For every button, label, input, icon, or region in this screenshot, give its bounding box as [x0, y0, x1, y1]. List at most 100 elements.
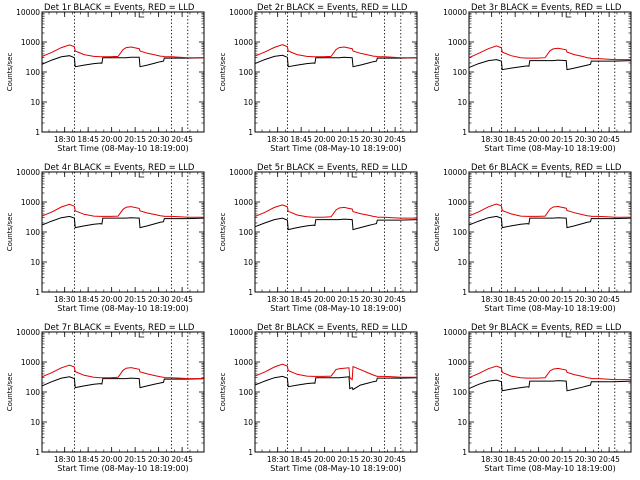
y-tick-label: 10 — [457, 418, 467, 427]
x-tick-label: 20:45 — [598, 135, 620, 144]
x-tick-label: 20:00 — [101, 455, 123, 464]
detector-panel-9: Det 9r BLACK = Events, RED = LLD 1 10 100 10… — [433, 323, 632, 473]
panel-title: Det 9r BLACK = Events, RED = LLD — [471, 323, 622, 333]
y-tick-label: 10 — [243, 418, 253, 427]
x-tick-label: 20:15 — [124, 295, 146, 304]
plot-frame — [254, 331, 418, 453]
x-tick-label: 20:15 — [337, 135, 359, 144]
y-tick-label: 100 — [26, 68, 41, 77]
y-axis-label: Counts/sec — [219, 213, 227, 252]
x-axis-label: Start Time (08-May-10 18:19:00) — [270, 144, 401, 153]
y-tick-label: 10 — [243, 98, 253, 107]
x-tick-label: 20:30 — [361, 135, 383, 144]
x-tick-label: 18:30 — [481, 295, 503, 304]
plot-frame — [468, 331, 632, 453]
x-tick-label: 20:15 — [337, 455, 359, 464]
y-tick-label: 1000 — [21, 38, 40, 47]
x-axis-label: Start Time (08-May-10 18:19:00) — [484, 464, 615, 473]
y-tick-label: 10000 — [443, 168, 467, 177]
events-series-line — [468, 59, 632, 71]
x-tick-label: 18:45 — [504, 135, 526, 144]
detector-panel-1: Det 1r BLACK = Events, RED = LLD 1 10 100 10… — [6, 3, 205, 153]
plot-frame — [254, 11, 418, 133]
x-axis-label: Start Time (08-May-10 18:19:00) — [57, 144, 188, 153]
x-tick-label: 20:45 — [598, 295, 620, 304]
x-tick-label: 20:30 — [148, 295, 170, 304]
x-tick-label: 20:00 — [528, 135, 550, 144]
panel-title: Det 8r BLACK = Events, RED = LLD — [257, 323, 408, 333]
x-tick-label: 18:45 — [504, 295, 526, 304]
x-tick-label: 18:30 — [267, 455, 289, 464]
x-tick-label: 18:45 — [290, 295, 312, 304]
plot-frame — [254, 171, 418, 293]
y-tick-label: 10000 — [16, 328, 40, 337]
y-tick-label: 10 — [30, 98, 40, 107]
x-tick-label: 18:45 — [290, 455, 312, 464]
lld-series-line — [254, 44, 417, 59]
x-tick-label: 18:30 — [481, 135, 503, 144]
x-tick-label: 20:15 — [337, 295, 359, 304]
lld-series-line — [41, 364, 204, 380]
x-tick-label: 20:15 — [551, 455, 573, 464]
y-tick-label: 10000 — [229, 168, 253, 177]
y-tick-label: 1000 — [448, 358, 467, 367]
lld-series-line — [41, 203, 204, 218]
y-tick-label: 100 — [239, 388, 254, 397]
lld-series-line — [254, 204, 417, 219]
y-tick-label: 10000 — [229, 328, 253, 337]
lld-series-line — [254, 363, 417, 381]
x-tick-label: 18:45 — [77, 135, 99, 144]
y-axis-label: Counts/sec — [433, 53, 441, 92]
x-tick-label: 20:45 — [598, 455, 620, 464]
panel-title: Det 6r BLACK = Events, RED = LLD — [471, 163, 622, 173]
x-axis-label: Start Time (08-May-10 18:19:00) — [484, 304, 615, 313]
x-tick-label: 18:45 — [77, 455, 99, 464]
panel-title: Det 5r BLACK = Events, RED = LLD — [257, 163, 408, 173]
y-tick-label: 100 — [453, 68, 468, 77]
x-tick-label: 20:00 — [101, 295, 123, 304]
x-tick-label: 18:30 — [54, 295, 76, 304]
y-tick-label: 100 — [26, 228, 41, 237]
x-tick-label: 20:30 — [148, 455, 170, 464]
lld-series-line — [41, 44, 204, 59]
x-tick-label: 20:15 — [551, 295, 573, 304]
x-tick-label: 18:30 — [267, 295, 289, 304]
y-tick-label: 10 — [30, 418, 40, 427]
y-tick-label: 10 — [30, 258, 40, 267]
x-tick-label: 20:45 — [384, 295, 406, 304]
y-tick-label: 10000 — [16, 8, 40, 17]
events-series-line — [254, 375, 418, 391]
y-tick-label: 10000 — [443, 8, 467, 17]
y-tick-label: 10 — [457, 258, 467, 267]
lld-series-line — [468, 203, 631, 218]
plot-frame — [41, 331, 205, 453]
plot-marker — [565, 172, 572, 178]
y-axis-label: Counts/sec — [6, 373, 14, 412]
plot-marker — [351, 12, 358, 18]
plot-frame — [468, 171, 632, 293]
y-tick-label: 1000 — [448, 38, 467, 47]
y-tick-label: 1 — [462, 128, 467, 137]
y-tick-label: 10000 — [443, 328, 467, 337]
detector-panel-4: Det 4r BLACK = Events, RED = LLD 1 10 100 10… — [6, 163, 205, 313]
x-tick-label: 20:15 — [124, 135, 146, 144]
detector-panel-7: Det 7r BLACK = Events, RED = LLD 1 10 100 10… — [6, 323, 205, 473]
x-tick-label: 20:30 — [361, 295, 383, 304]
x-tick-label: 20:45 — [171, 455, 193, 464]
x-tick-label: 20:15 — [124, 455, 146, 464]
x-tick-label: 20:00 — [314, 455, 336, 464]
detector-panel-6: Det 6r BLACK = Events, RED = LLD 1 10 100 10… — [433, 163, 632, 313]
y-tick-label: 1 — [35, 128, 40, 137]
lld-series-line — [468, 365, 631, 381]
x-tick-label: 20:30 — [575, 295, 597, 304]
y-tick-label: 1000 — [234, 38, 253, 47]
lld-series-line — [468, 45, 631, 61]
x-tick-label: 18:45 — [77, 295, 99, 304]
x-tick-label: 20:00 — [314, 135, 336, 144]
x-tick-label: 20:00 — [528, 295, 550, 304]
x-axis-label: Start Time (08-May-10 18:19:00) — [270, 304, 401, 313]
y-tick-label: 10 — [243, 258, 253, 267]
y-tick-label: 100 — [239, 228, 254, 237]
x-axis-label: Start Time (08-May-10 18:19:00) — [484, 144, 615, 153]
